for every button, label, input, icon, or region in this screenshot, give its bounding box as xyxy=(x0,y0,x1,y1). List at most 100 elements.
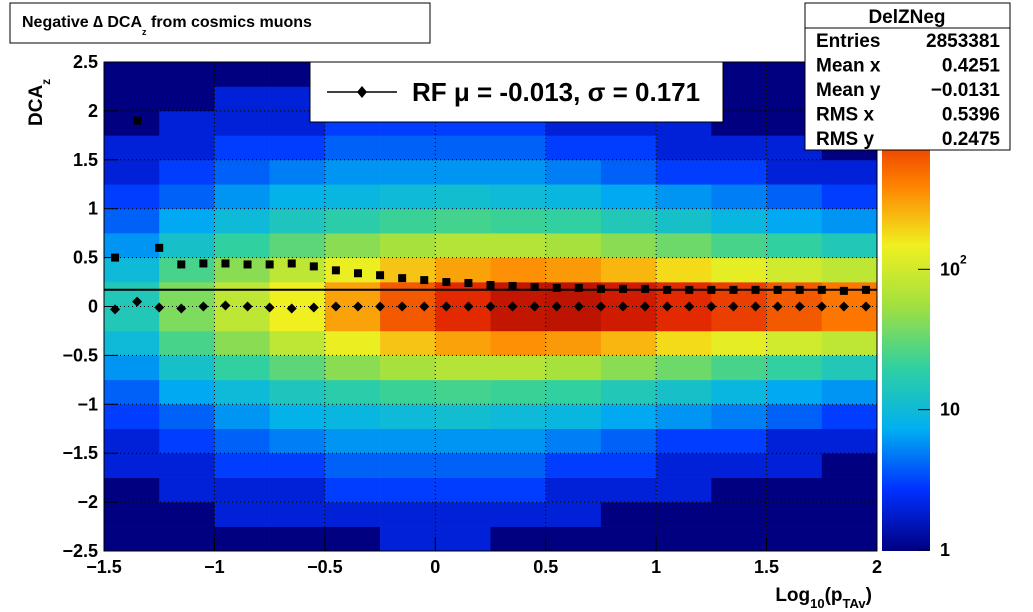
rms-point xyxy=(353,269,362,278)
heat-cell xyxy=(159,379,215,405)
rms-point xyxy=(817,285,826,294)
stats-label: Entries xyxy=(816,31,880,52)
y-tick-label: −1.5 xyxy=(62,443,98,463)
rms-point xyxy=(530,282,539,291)
heat-cell xyxy=(324,330,381,356)
heat-cell xyxy=(821,208,877,234)
heat-cell xyxy=(104,526,160,551)
title-text: Negative ∆ DCA xyxy=(22,14,142,31)
heat-cell xyxy=(656,330,712,356)
heat-cell xyxy=(490,330,547,356)
heat-cell xyxy=(159,477,215,503)
rms-point xyxy=(133,116,142,125)
heat-cell xyxy=(545,477,602,503)
rms-point xyxy=(574,283,583,292)
heat-cell xyxy=(656,184,712,209)
z-tick-text: 10 xyxy=(940,400,960,420)
heat-cell xyxy=(600,159,657,185)
rms-point xyxy=(663,285,672,294)
mean-point xyxy=(330,301,341,312)
heat-cell xyxy=(711,184,767,209)
heat-cell xyxy=(545,159,602,185)
heat-cell xyxy=(269,502,326,527)
mean-point xyxy=(220,300,231,311)
heat-cell xyxy=(600,379,657,405)
heat-cell xyxy=(324,404,381,430)
heat-cell xyxy=(490,379,547,405)
mean-point xyxy=(551,301,562,312)
stats-value: 0.4251 xyxy=(942,56,1001,77)
heat-cell xyxy=(656,135,712,161)
heat-cell xyxy=(766,233,823,258)
heat-cell xyxy=(435,477,491,503)
heat-cell xyxy=(766,355,823,381)
heat-cell xyxy=(214,86,270,112)
mean-point xyxy=(110,304,121,315)
heat-cell xyxy=(766,282,823,307)
heat-cell xyxy=(104,502,160,527)
mean-point xyxy=(640,301,651,312)
rms-point xyxy=(773,285,782,294)
heat-cell xyxy=(269,282,326,307)
heat-cell xyxy=(435,404,491,430)
heat-cell xyxy=(821,477,877,503)
heat-cell xyxy=(545,428,602,454)
heat-cell xyxy=(435,282,491,307)
heat-cell xyxy=(214,453,270,478)
heat-cell xyxy=(490,526,547,551)
z-tick-label: 10 xyxy=(940,400,960,420)
x-label-subscript: TAv xyxy=(843,596,867,611)
heat-cell xyxy=(545,306,602,332)
heat-cell xyxy=(711,330,767,356)
heat-cell xyxy=(766,208,823,234)
heat-cell xyxy=(711,159,767,185)
heat-cell xyxy=(380,208,436,234)
heat-cell xyxy=(821,502,877,527)
heat-cell xyxy=(656,282,712,307)
heat-cell xyxy=(821,453,877,478)
mean-point xyxy=(838,301,849,312)
heat-cell xyxy=(821,330,877,356)
heat-cell xyxy=(104,86,160,112)
y-tick-label: −1 xyxy=(77,394,98,414)
rms-point xyxy=(309,262,318,271)
heat-cell xyxy=(159,404,215,430)
heat-cell xyxy=(766,379,823,405)
mean-point xyxy=(529,301,540,312)
heat-cell xyxy=(269,526,326,551)
rms-point xyxy=(751,285,760,294)
heat-cell xyxy=(600,428,657,454)
heat-cell xyxy=(269,355,326,381)
heat-cell xyxy=(435,233,491,258)
legend-marker xyxy=(357,86,367,98)
heat-cell xyxy=(324,477,381,503)
heat-cell xyxy=(104,257,160,283)
heat-cell xyxy=(545,135,602,161)
heat-cell xyxy=(269,306,326,332)
heat-cell xyxy=(269,330,326,356)
mean-point xyxy=(352,301,363,312)
heat-cell xyxy=(821,404,877,430)
heat-cell xyxy=(324,233,381,258)
heat-cell xyxy=(711,404,767,430)
heat-cell xyxy=(214,404,270,430)
rms-point xyxy=(795,285,804,294)
heat-cell xyxy=(104,330,160,356)
heat-cell xyxy=(104,110,160,136)
heat-cell xyxy=(656,404,712,430)
heat-cell xyxy=(380,306,436,332)
rms-point xyxy=(243,260,252,269)
stats-label: RMS x xyxy=(816,105,875,126)
rms-point xyxy=(287,259,296,268)
heat-cell xyxy=(159,62,215,87)
x-tick-label: 0.5 xyxy=(533,557,558,577)
profile-points xyxy=(104,116,877,315)
heat-cell xyxy=(380,453,436,478)
heat-cell xyxy=(159,184,215,209)
x-tick-label: 2 xyxy=(872,557,882,577)
heat-cell xyxy=(545,404,602,430)
heat-cell xyxy=(490,208,547,234)
heat-cell xyxy=(435,306,491,332)
heat-cell xyxy=(214,208,270,234)
heat-cell xyxy=(821,184,877,209)
